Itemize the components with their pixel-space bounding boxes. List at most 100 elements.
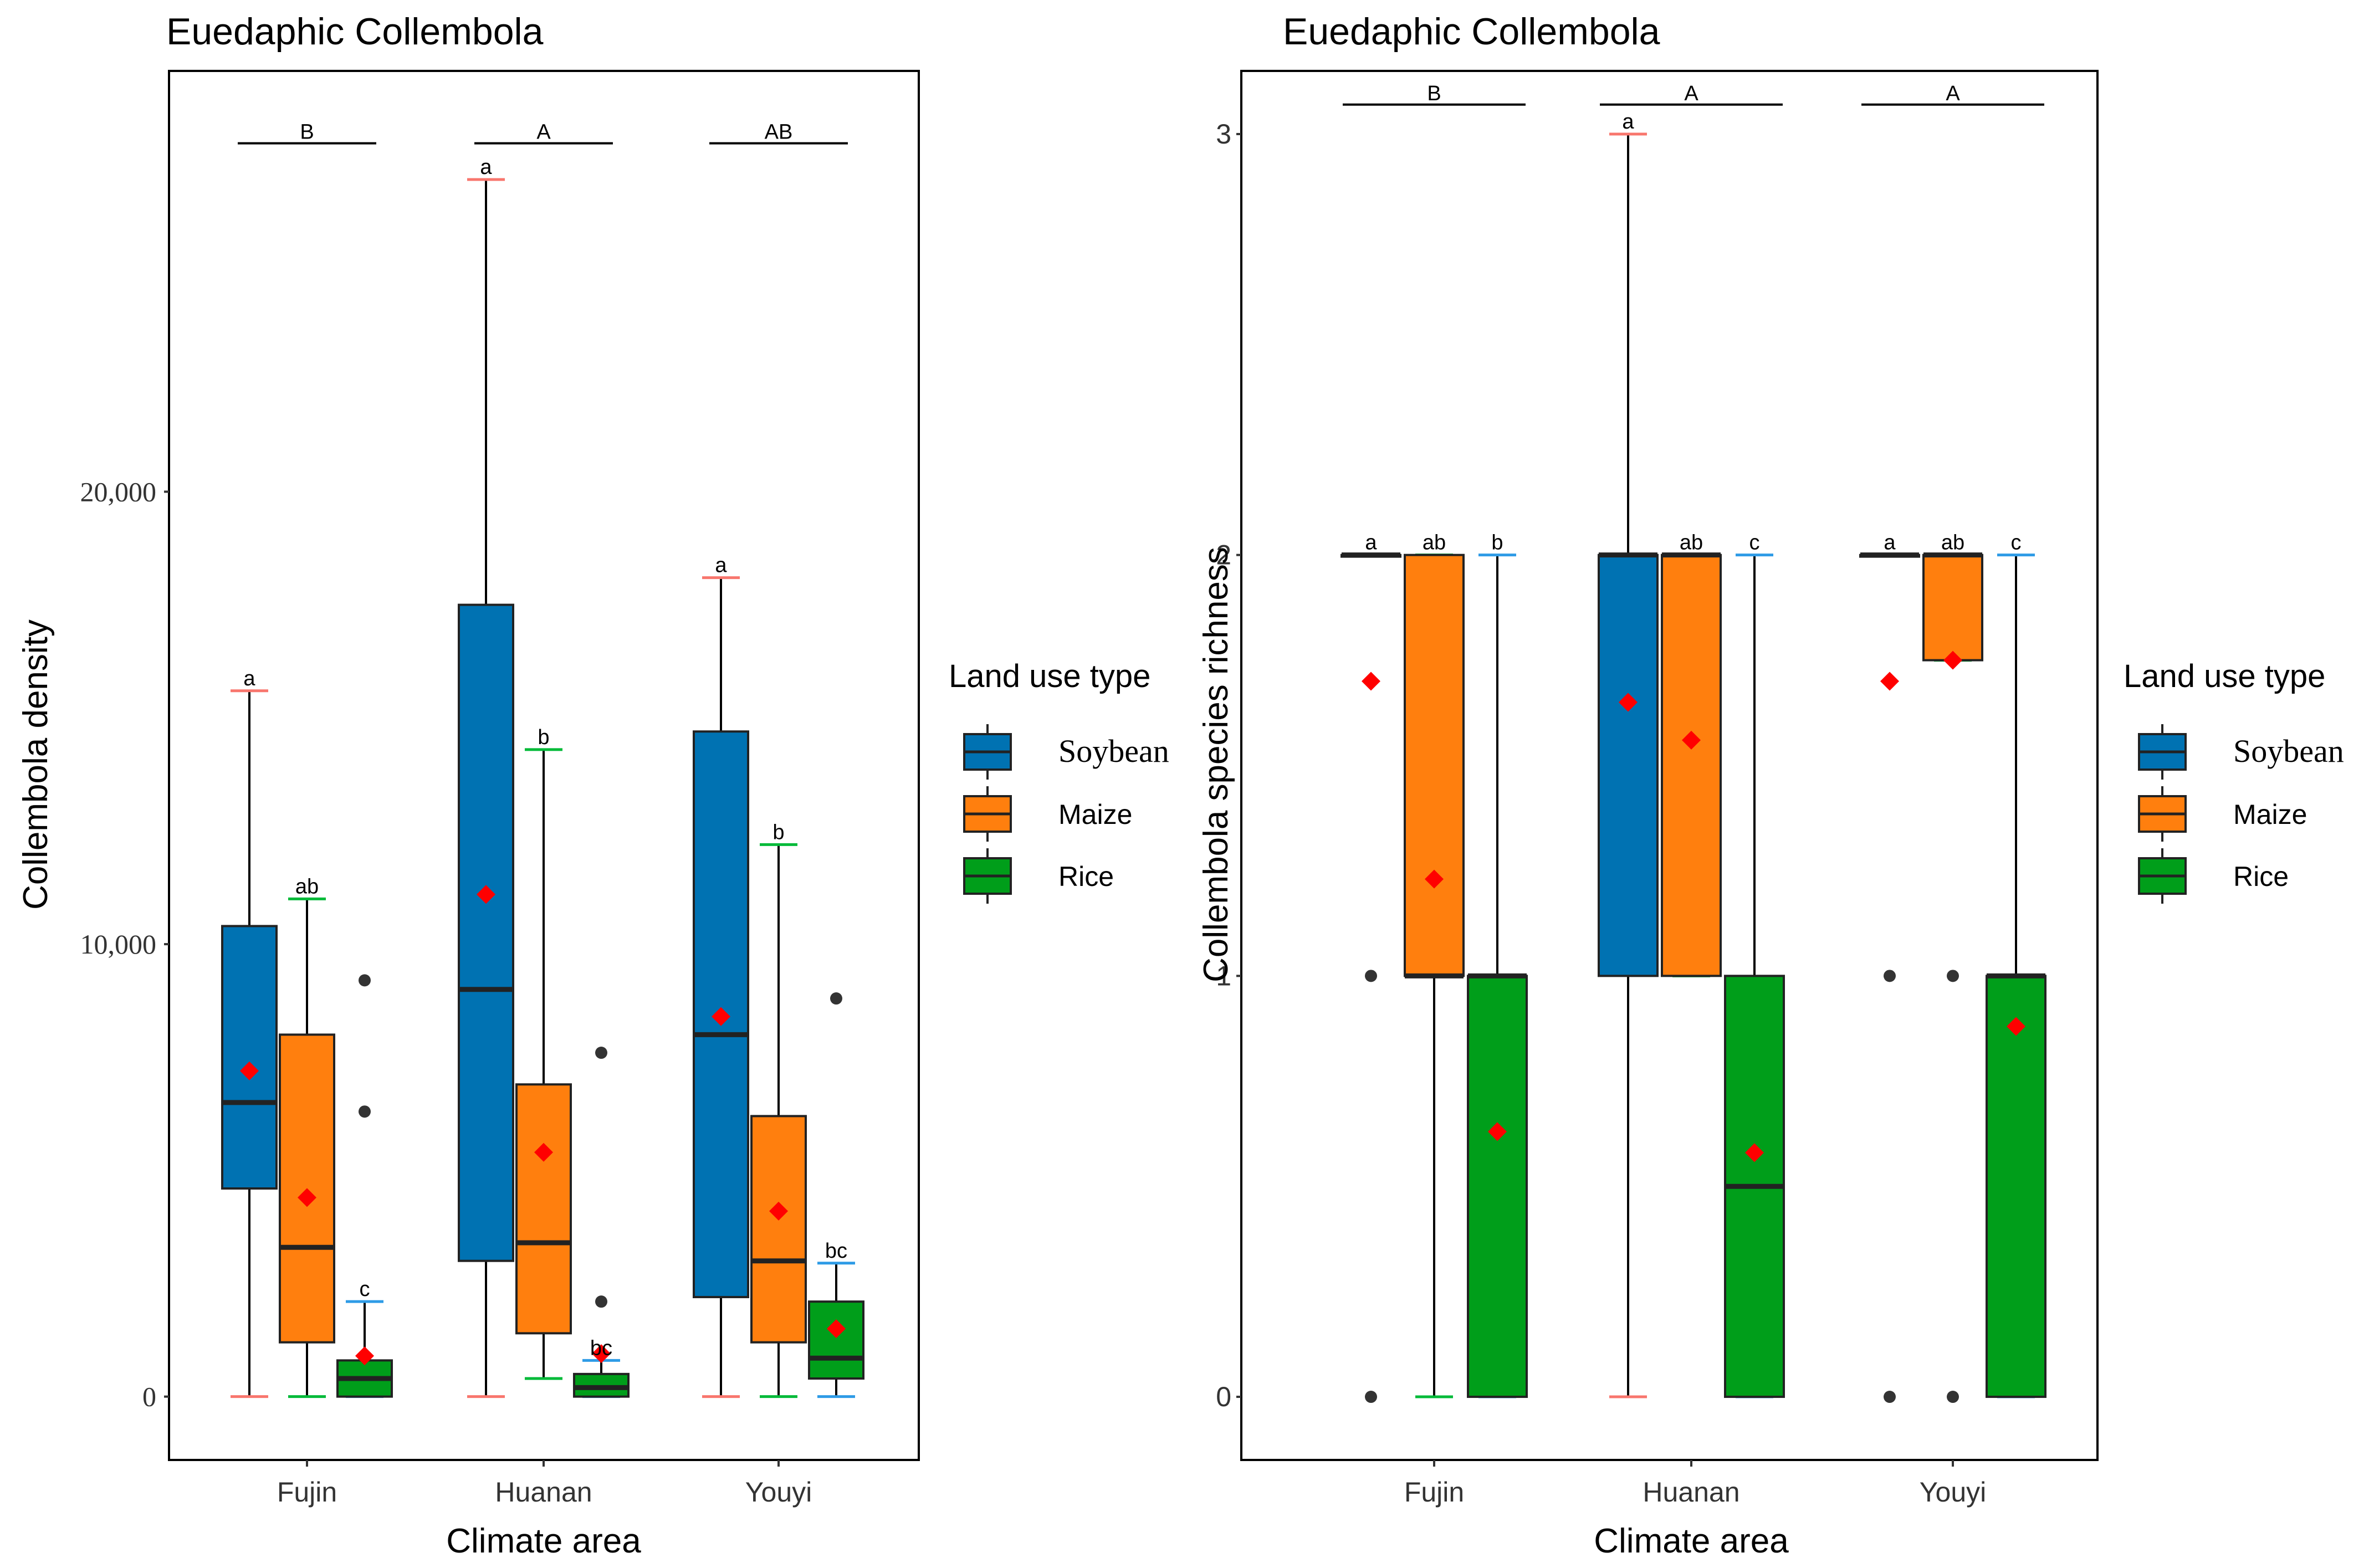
- mean-marker: [1619, 693, 1638, 712]
- density-box-maize: b: [750, 821, 807, 1398]
- richness-box-rice: c: [1724, 531, 1785, 1398]
- richness-y-axis-label: Collembola species richness: [1197, 547, 1235, 982]
- outlier-point: [1884, 970, 1896, 982]
- density-group-letter: A: [536, 121, 551, 144]
- significance-letter: ab: [295, 875, 319, 898]
- box-body: [1598, 554, 1659, 977]
- outlier-point: [359, 1105, 371, 1118]
- box-body: [221, 925, 278, 1190]
- significance-letter: c: [2011, 531, 2022, 555]
- box-body: [808, 1300, 864, 1380]
- mean-marker: [355, 1346, 374, 1366]
- mean-marker: [1880, 672, 1899, 691]
- density-x-tick-label: Youyi: [745, 1477, 812, 1508]
- mean-marker: [298, 1188, 316, 1207]
- density-y-tick-label: 10,000: [80, 929, 157, 960]
- density-box-rice: bc: [808, 992, 864, 1398]
- richness-y-tick-label: 0: [1216, 1381, 1231, 1412]
- mean-marker: [827, 1319, 846, 1339]
- density-x-ticks: Fujin Huanan Youyi: [277, 1460, 812, 1508]
- mean-marker: [1745, 1143, 1764, 1162]
- density-box-soybean: a: [221, 667, 278, 1398]
- richness-y-tick-label: 2: [1216, 540, 1231, 571]
- density-chart-title: Euedaphic Collembola: [166, 11, 544, 53]
- mean-marker: [1425, 869, 1444, 889]
- density-y-tick-label: 20,000: [80, 476, 157, 507]
- mean-marker: [477, 885, 495, 904]
- density-legend: Land use type Soybean Maize Rice: [949, 658, 1169, 904]
- density-x-tick-label: Fujin: [277, 1477, 337, 1508]
- richness-box-soybean: a: [1859, 531, 1920, 1403]
- mean-marker: [1488, 1122, 1507, 1141]
- richness-x-tick-label: Huanan: [1643, 1477, 1739, 1508]
- legend-label: Maize: [1058, 799, 1132, 830]
- legend-items-right: Soybean Maize Rice: [2138, 724, 2344, 904]
- density-box-soybean: a: [458, 156, 514, 1398]
- legend-label: Soybean: [2233, 733, 2344, 769]
- density-box-soybean: a: [693, 554, 749, 1398]
- box-body: [1467, 975, 1528, 1398]
- outlier-point: [830, 992, 842, 1005]
- richness-x-tick-label: Fujin: [1404, 1477, 1464, 1508]
- density-y-ticks: 0 10,000 20,000: [80, 476, 169, 1412]
- richness-box-soybean: a: [1341, 531, 1401, 1403]
- richness-y-tick-label: 3: [1216, 119, 1231, 150]
- significance-letter: a: [1365, 531, 1377, 555]
- richness-group-letter: A: [1684, 82, 1698, 105]
- richness-marks: B A Aa a a ab ab ab b c c: [1341, 82, 2046, 1403]
- mean-marker: [1682, 730, 1701, 750]
- richness-chart-title: Euedaphic Collembola: [1283, 11, 1660, 53]
- legend-label: Rice: [1058, 861, 1114, 892]
- richness-box-soybean: a: [1598, 110, 1659, 1398]
- richness-x-ticks: Fujin Huanan Youyi: [1404, 1460, 1986, 1508]
- richness-box-maize: ab: [1661, 531, 1722, 977]
- legend-label: Soybean: [1058, 733, 1169, 769]
- density-group-letter: AB: [765, 121, 793, 144]
- significance-letter: b: [772, 821, 784, 844]
- legend-title-right: Land use type: [2124, 658, 2325, 694]
- significance-letter: c: [360, 1278, 370, 1301]
- outlier-point: [1884, 1391, 1896, 1403]
- density-y-tick-label: 0: [142, 1381, 156, 1412]
- density-box-maize: b: [515, 726, 572, 1380]
- significance-letter: a: [243, 667, 255, 690]
- significance-letter: bc: [825, 1239, 847, 1263]
- richness-x-axis-label: Climate area: [1594, 1522, 1789, 1560]
- legend-item-soybean: Soybean: [963, 724, 1169, 780]
- density-x-axis-label: Climate area: [446, 1522, 641, 1560]
- density-group-letter: B: [300, 121, 314, 144]
- box-body: [1922, 554, 1983, 662]
- legend-item-rice: Rice: [2138, 848, 2289, 904]
- significance-letter: ab: [1680, 531, 1703, 555]
- richness-box-rice: b: [1467, 531, 1528, 1398]
- mean-marker: [534, 1142, 553, 1162]
- significance-letter: b: [1491, 531, 1503, 555]
- mean-marker: [240, 1061, 259, 1080]
- mean-marker: [712, 1007, 730, 1026]
- box-body: [458, 603, 514, 1262]
- richness-y-tick-label: 1: [1216, 960, 1231, 991]
- density-box-rice: c: [336, 974, 393, 1398]
- outlier-point: [1365, 970, 1377, 982]
- density-box-rice: bc: [573, 1047, 630, 1398]
- richness-group-letter: B: [1427, 82, 1441, 105]
- legend-label: Maize: [2233, 799, 2307, 830]
- significance-letter: a: [1622, 110, 1634, 134]
- legend-item-soybean: Soybean: [2138, 724, 2344, 780]
- outlier-point: [1365, 1391, 1377, 1403]
- richness-box-maize: ab: [1922, 531, 1983, 1403]
- richness-plot-frame: [1240, 70, 2099, 1461]
- box-body: [1986, 975, 2046, 1398]
- richness-legend: Land use type Soybean Maize Rice: [2124, 658, 2344, 904]
- richness-y-ticks: 0 1 2 3: [1216, 119, 1241, 1412]
- mean-marker: [769, 1201, 788, 1221]
- box-body: [515, 1083, 572, 1335]
- outlier-point: [595, 1295, 607, 1308]
- legend-title: Land use type: [949, 658, 1150, 694]
- outlier-point: [595, 1047, 607, 1059]
- mean-marker: [1362, 672, 1380, 691]
- mean-marker: [2007, 1017, 2025, 1036]
